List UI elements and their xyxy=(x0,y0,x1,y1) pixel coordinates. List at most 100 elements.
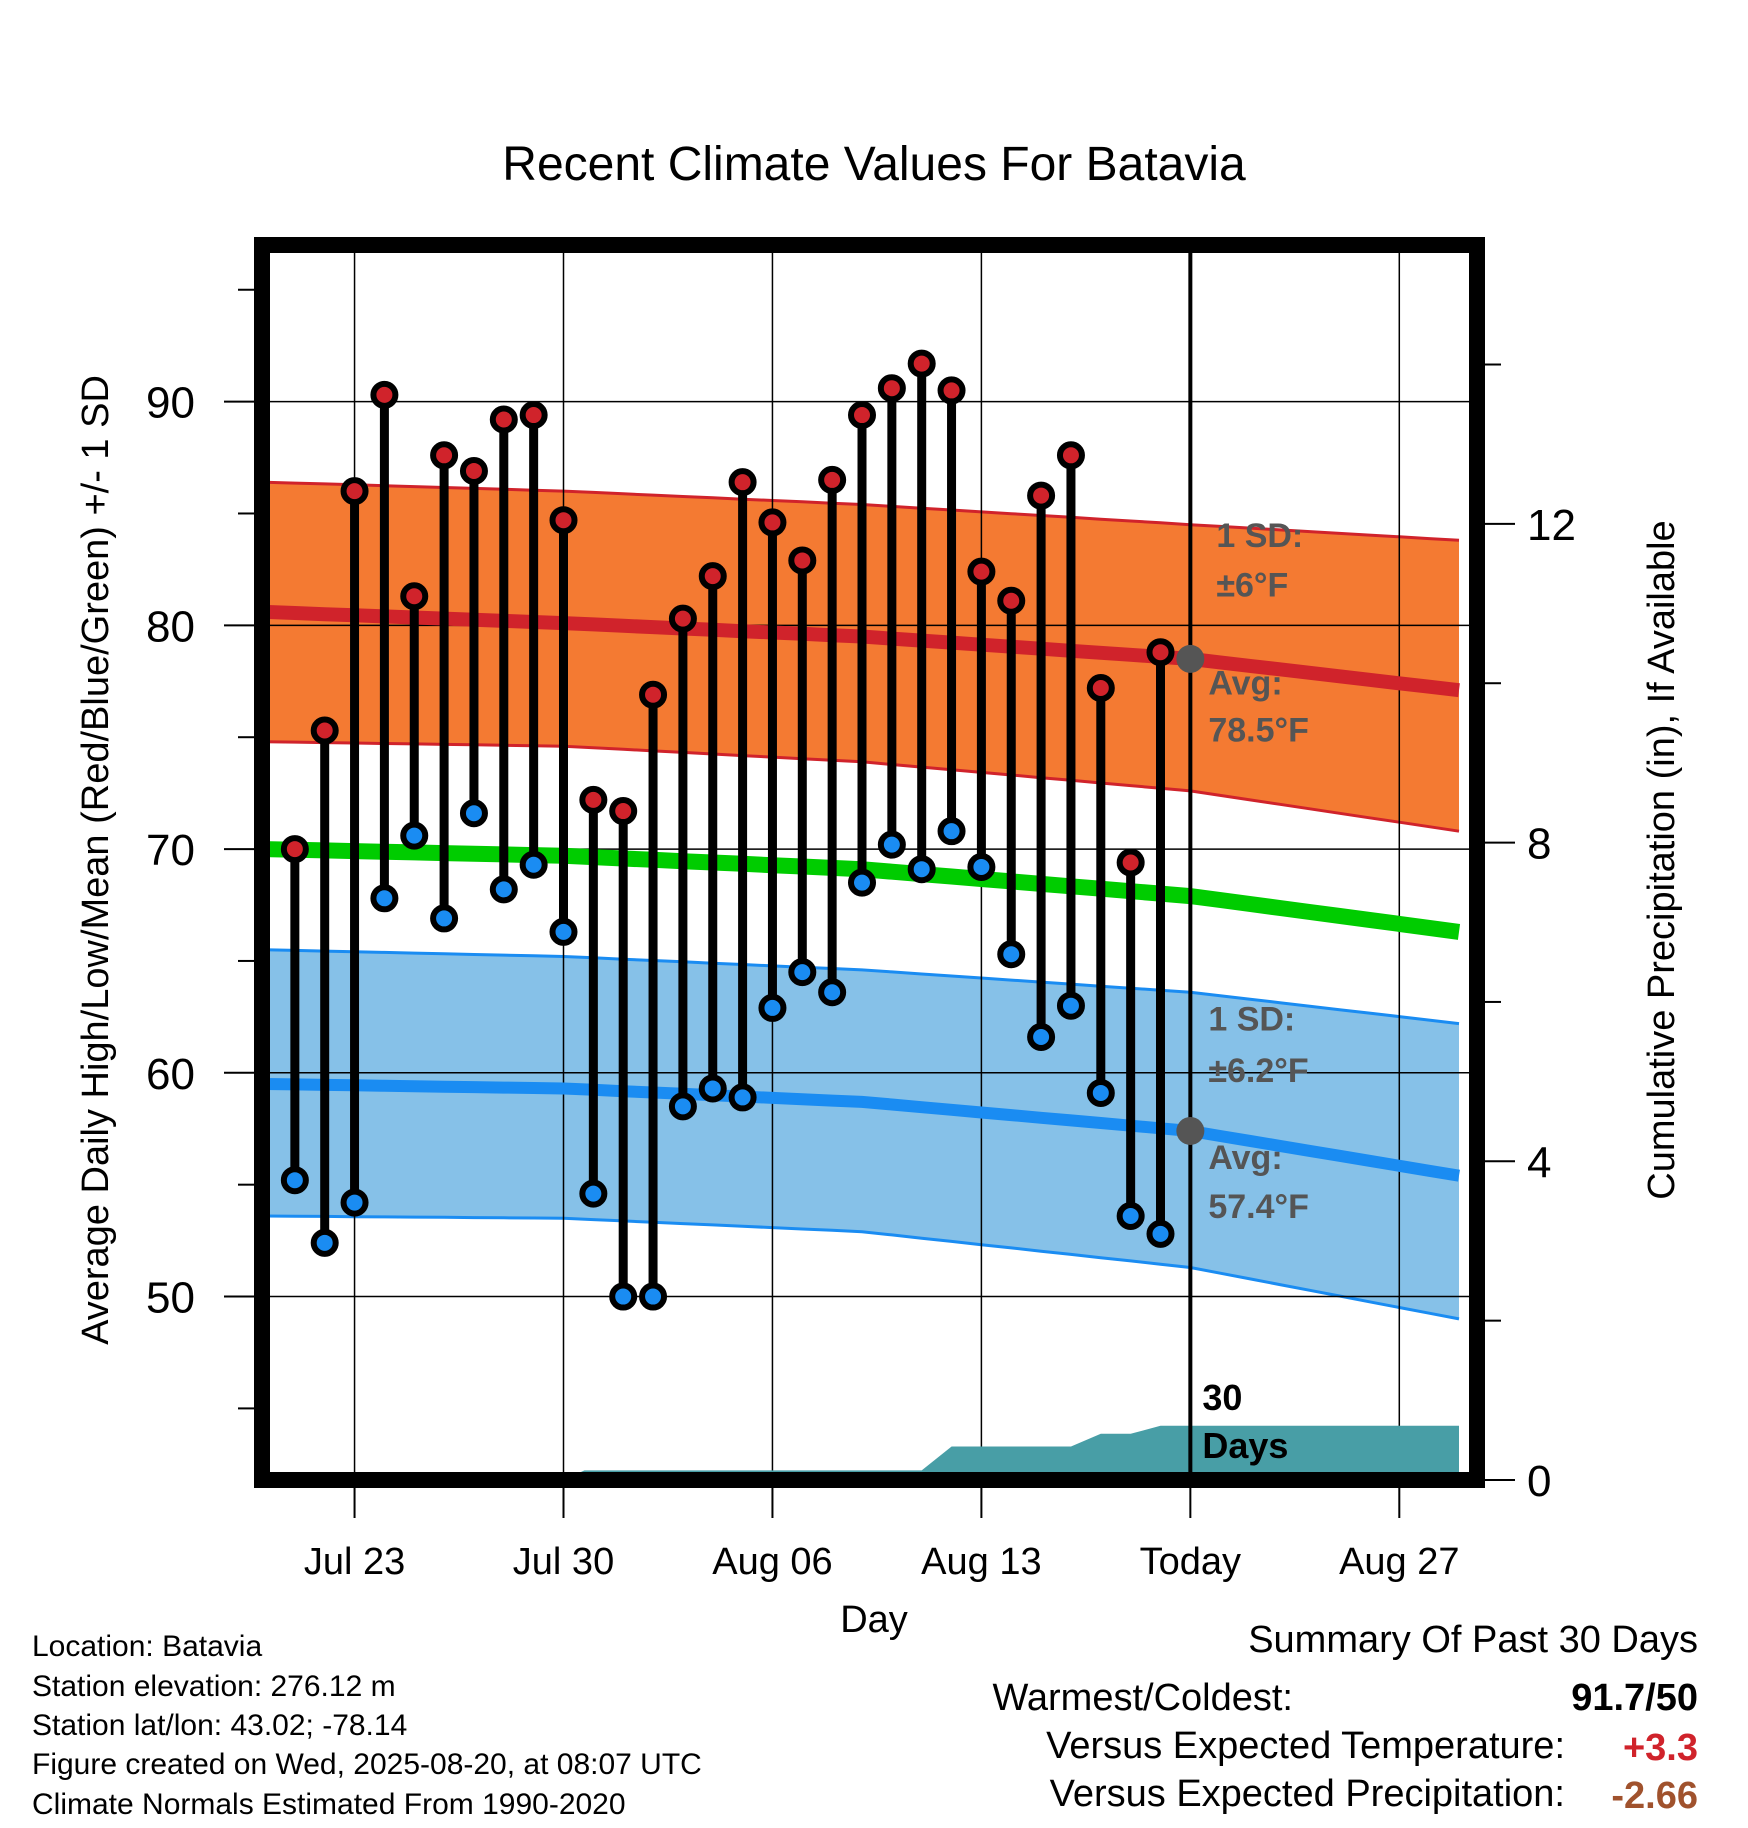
info-elevation: Station elevation: 276.12 m xyxy=(32,1670,396,1703)
daily-high-point xyxy=(758,508,787,537)
daily-high-point xyxy=(1056,441,1085,470)
daily-high-point xyxy=(1027,481,1056,510)
chart-title: Recent Climate Values For Batavia xyxy=(502,138,1246,191)
low-sd-band-lower-edge xyxy=(264,1214,1460,1321)
daily-low-point xyxy=(698,1074,727,1103)
daily-low-point xyxy=(609,1282,638,1311)
daily-high-point xyxy=(877,374,906,403)
daily-low-point xyxy=(579,1179,608,1208)
low-avg-value: 57.4°F xyxy=(1208,1188,1309,1226)
low-sd-label: 1 SD: xyxy=(1208,1000,1295,1038)
daily-low-point xyxy=(848,868,876,897)
daily-high-point xyxy=(668,604,697,633)
daily-low-point xyxy=(997,940,1026,969)
high-avg-value: 78.5°F xyxy=(1208,712,1309,750)
daily-high-point xyxy=(907,349,936,378)
daily-high-point xyxy=(549,506,578,535)
daily-high-point xyxy=(579,785,608,814)
today-low-marker xyxy=(1176,1116,1205,1145)
daily-low-point xyxy=(370,884,399,913)
daily-high-point xyxy=(459,456,488,485)
daily-high-point xyxy=(639,680,668,709)
daily-low-point xyxy=(1116,1201,1145,1230)
y-tick-label: 50 xyxy=(146,1274,195,1323)
y-tick-label: 60 xyxy=(146,1050,195,1099)
x-axis-label: Day xyxy=(840,1599,908,1641)
daily-high-point xyxy=(400,582,429,611)
daily-low-point xyxy=(639,1282,668,1311)
y-tick-label: 80 xyxy=(146,602,195,651)
days-label-line2: Days xyxy=(1202,1425,1288,1466)
summary-warmest-value: 91.7/50 xyxy=(1571,1677,1698,1719)
days-label-line1: 30 xyxy=(1202,1377,1242,1418)
daily-low-point xyxy=(668,1092,697,1121)
info-created: Figure created on Wed, 2025-08-20, at 08… xyxy=(32,1748,702,1781)
low-avg-label: Avg: xyxy=(1208,1139,1282,1177)
high-sd-value: ±6°F xyxy=(1216,566,1288,604)
daily-low-point xyxy=(489,875,518,904)
plot-frame xyxy=(254,237,1485,1488)
daily-low-point xyxy=(340,1188,369,1217)
y2-axis-label: Cumulative Precipitation (in), If Availa… xyxy=(1641,520,1683,1199)
daily-low-point xyxy=(788,958,817,987)
daily-low-point xyxy=(1056,991,1085,1020)
low-sd-value: ±6.2°F xyxy=(1208,1052,1308,1090)
daily-low-point xyxy=(967,852,996,881)
daily-high-point xyxy=(1116,848,1145,877)
daily-high-point xyxy=(997,586,1026,615)
summary-temp-label: Versus Expected Temperature: xyxy=(1046,1725,1565,1767)
y2-tick-label: 4 xyxy=(1527,1138,1551,1187)
daily-low-point xyxy=(400,821,429,850)
daily-low-point xyxy=(728,1083,757,1112)
info-location: Location: Batavia xyxy=(32,1630,263,1663)
today-high-marker xyxy=(1176,644,1205,673)
daily-high-point xyxy=(967,557,996,586)
daily-low-point xyxy=(430,904,459,933)
daily-low-point xyxy=(1027,1023,1056,1052)
daily-low-point xyxy=(877,830,906,859)
daily-low-point xyxy=(818,978,847,1007)
daily-high-point xyxy=(609,797,638,826)
y-tick-label: 70 xyxy=(146,826,195,875)
daily-low-point xyxy=(310,1228,339,1257)
daily-high-point xyxy=(818,465,847,494)
summary-warmest-label: Warmest/Coldest: xyxy=(992,1677,1293,1719)
x-tick-label: Aug 13 xyxy=(921,1541,1041,1583)
daily-low-point xyxy=(549,917,578,946)
daily-high-point xyxy=(430,441,459,470)
daily-high-point xyxy=(728,468,757,497)
daily-low-point xyxy=(907,855,936,884)
high-sd-label: 1 SD: xyxy=(1216,517,1303,555)
x-tick-label: Aug 06 xyxy=(712,1541,832,1583)
y-axis-label: Average Daily High/Low/Mean (Red/Blue/Gr… xyxy=(75,375,117,1345)
low-sd-band-upper-edge xyxy=(264,948,1460,1026)
daily-high-point xyxy=(519,401,548,430)
daily-low-point xyxy=(519,850,548,879)
daily-high-point xyxy=(1146,638,1175,667)
daily-high-point xyxy=(370,380,399,409)
y2-tick-label: 12 xyxy=(1527,501,1576,550)
daily-high-point xyxy=(788,546,817,575)
summary-temp-value: +3.3 xyxy=(1622,1727,1698,1769)
y2-tick-label: 8 xyxy=(1527,820,1551,869)
normal-low-line xyxy=(264,1078,1460,1182)
daily-low-point xyxy=(1146,1219,1175,1248)
daily-high-point xyxy=(698,562,727,591)
daily-high-point xyxy=(848,401,876,430)
daily-high-point xyxy=(340,477,369,506)
daily-low-point xyxy=(459,799,488,828)
daily-low-point xyxy=(280,1166,309,1195)
summary-precip-value: -2.66 xyxy=(1611,1775,1698,1817)
x-tick-label: Jul 30 xyxy=(513,1541,614,1583)
daily-high-point xyxy=(280,835,309,864)
y2-tick-label: 0 xyxy=(1527,1457,1551,1506)
info-latlon: Station lat/lon: 43.02; -78.14 xyxy=(32,1709,408,1742)
daily-high-point xyxy=(489,405,518,434)
precip-area xyxy=(563,1425,1459,1480)
summary-precip-label: Versus Expected Precipitation: xyxy=(1049,1773,1565,1815)
x-tick-label: Aug 27 xyxy=(1339,1541,1459,1583)
daily-high-point xyxy=(937,376,966,405)
daily-low-point xyxy=(758,993,787,1022)
x-tick-label: Jul 23 xyxy=(304,1541,405,1583)
